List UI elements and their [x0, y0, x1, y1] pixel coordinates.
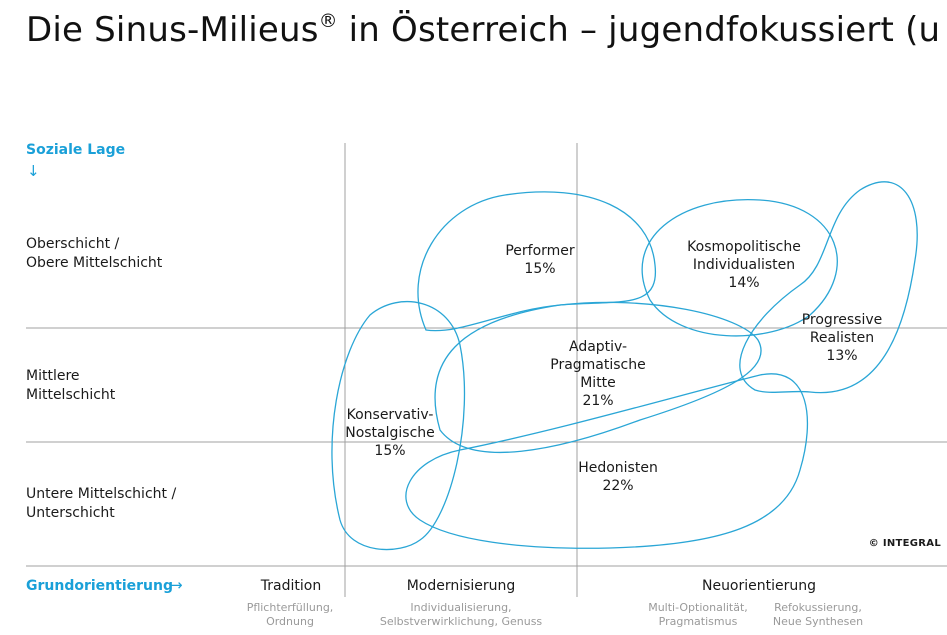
- down-arrow-icon: ↓: [27, 162, 40, 180]
- milieu-label-konservativ: Konservativ- Nostalgische 15%: [345, 407, 435, 459]
- column-modernisierung: Modernisierung: [406, 578, 516, 594]
- column-tradition: Tradition: [260, 578, 322, 594]
- milieu-label-hedonisten: Hedonisten 22%: [578, 460, 658, 494]
- outline-adaptiv: [434, 301, 762, 453]
- column-sub-neuorientierung-2: Refokussierung, Neue Synthesen: [772, 601, 864, 628]
- outline-konservativ: [331, 301, 466, 551]
- outline-kosmopolitische: [641, 199, 838, 337]
- milieu-label-adaptiv: Adaptiv- Pragmatische Mitte 21%: [550, 339, 646, 409]
- milieu-label-performer: Performer 15%: [505, 243, 575, 277]
- column-sub-modernisierung: Individualisierung, Selbstverwirklichung…: [379, 601, 543, 628]
- y-axis-label: Soziale Lage: [26, 142, 126, 158]
- column-sub-neuorientierung-1: Multi-Optionalität, Pragmatismus: [648, 601, 748, 628]
- grid-lines: [26, 143, 947, 597]
- column-sub-tradition: Pflichterfüllung, Ordnung: [246, 601, 334, 628]
- milieu-label-progressive: Progressive Realisten 13%: [801, 312, 883, 364]
- row-label-middle: Mittlere Mittelschicht: [26, 368, 116, 403]
- page-title: Die Sinus-Milieus® in Österreich – jugen…: [26, 10, 941, 50]
- milieu-label-kosmopolitische: Kosmopolitische Individualisten 14%: [687, 239, 801, 291]
- row-label-lower: Untere Mittelschicht / Unterschicht: [26, 486, 177, 521]
- outline-performer: [417, 191, 657, 332]
- column-neuorientierung: Neuorientierung: [701, 578, 817, 594]
- row-label-upper: Oberschicht / Obere Mittelschicht: [26, 236, 163, 271]
- outline-hedonisten: [405, 373, 809, 549]
- right-arrow-icon: →: [170, 576, 183, 594]
- copyright-notice: © INTEGRAL: [868, 538, 941, 549]
- outline-progressive: [739, 181, 918, 394]
- x-axis-label: Grundorientierung: [26, 578, 173, 594]
